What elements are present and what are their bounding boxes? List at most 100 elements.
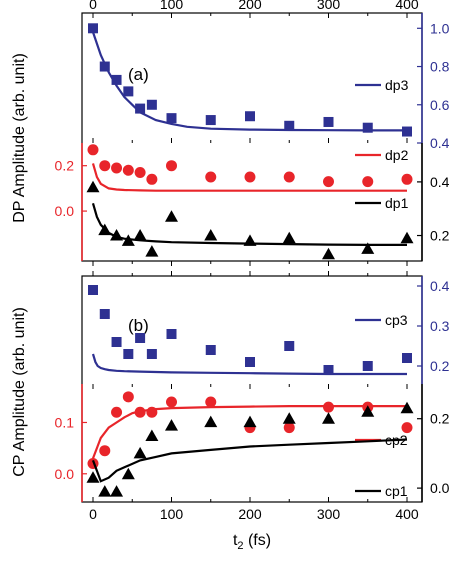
right-axis-tick-label: 0.3 [430, 318, 450, 334]
panel-label: (a) [128, 65, 149, 84]
cp2-point [111, 406, 123, 418]
cp2-point [401, 422, 413, 434]
cp1-point [133, 446, 147, 459]
dp2-point [146, 173, 158, 185]
panel-a-frame [81, 12, 423, 262]
cp3-point [362, 361, 373, 371]
right-axis-tick-label: 0.4 [430, 278, 450, 294]
panel-label: (b) [128, 316, 149, 335]
dp1-point [145, 245, 159, 257]
x-tick-label: 400 [395, 506, 419, 522]
right-axis-tick-label: 0.4 [430, 135, 450, 151]
cp2-point [99, 445, 111, 457]
cp1-point [145, 429, 159, 442]
cp2-point [146, 406, 158, 418]
cp1-point [98, 485, 112, 497]
x-axis-label-subscript: 2 [237, 540, 243, 552]
cp1-point [86, 471, 100, 483]
cp3-point [88, 285, 98, 295]
right-axis-tick-label: 0.2 [430, 411, 450, 427]
cp2-point [205, 396, 217, 408]
x-tick-label: 200 [238, 0, 262, 12]
dp1-point [133, 229, 147, 241]
cp3-point [166, 329, 177, 339]
cp3-point [146, 349, 157, 359]
cp1-point [400, 401, 414, 414]
dp3-point [245, 111, 255, 122]
dp1-point [165, 210, 178, 222]
y-axis-label: CP Amplitude (arb. unit) [11, 307, 28, 477]
right-axis-tick-label: 1.0 [430, 20, 450, 36]
x-tick-label: 300 [317, 0, 341, 12]
dp2-point [122, 164, 134, 176]
dp2-point [244, 171, 256, 183]
right-axis-tick-label: 0.4 [430, 174, 450, 190]
cp3-fit-line [91, 353, 407, 376]
x-tick-label: 300 [317, 506, 341, 522]
dp3-legend-label: dp3 [385, 77, 409, 93]
x-tick-label: 0 [89, 0, 97, 12]
cp1-point [243, 415, 257, 428]
cp1-point [121, 467, 135, 480]
x-axis-label-main: t [233, 532, 238, 549]
dp1-point [86, 180, 100, 193]
cp1-fit-line [91, 438, 408, 483]
y-axis-label: DP Amplitude (arb. unit) [11, 53, 28, 223]
dp3-point [166, 113, 177, 124]
left-axis-tick-label: 0.0 [55, 203, 75, 219]
dp1-point [243, 234, 257, 246]
x-tick-label: 0 [89, 506, 97, 522]
cp2-point [166, 396, 177, 408]
cp2-point [134, 406, 146, 418]
cp2-point [122, 391, 134, 403]
x-tick-label: 100 [160, 506, 184, 522]
cp3-point [123, 349, 134, 359]
left-axis-tick-label: 0.2 [55, 158, 75, 174]
cp1-point [204, 415, 218, 428]
x-axis-label-unit: (fs) [244, 532, 272, 549]
cp1-point [165, 419, 178, 431]
dp3-point [123, 86, 134, 97]
dp1-point [400, 231, 414, 244]
dp3-point [362, 122, 373, 133]
x-tick-label: 400 [395, 0, 419, 12]
dp2-point [166, 160, 177, 172]
cp3-point [111, 337, 122, 347]
dp2-fit-line [91, 163, 407, 192]
dp1-point [110, 229, 124, 241]
cp1-point [110, 485, 124, 497]
dp2-point [87, 144, 99, 156]
dp2-point [111, 162, 123, 174]
left-axis-tick-label: 0.1 [55, 414, 75, 430]
dp3-point [88, 23, 98, 34]
dp3-point [146, 99, 157, 110]
dp2-point [362, 176, 374, 188]
cp3-point [402, 353, 412, 363]
right-axis-tick-label: 0.2 [430, 228, 450, 244]
dp2-legend-label: dp2 [385, 147, 409, 163]
panel-b-frame [81, 275, 423, 503]
cp3-point [99, 309, 110, 319]
dp1-point [204, 229, 218, 241]
right-axis-tick-label: 0.8 [430, 59, 450, 75]
dp1-point [282, 231, 296, 244]
right-axis-tick-label: 0.0 [430, 480, 450, 496]
cp3-point [135, 333, 146, 343]
dp1-point [98, 223, 112, 236]
dp2-point [134, 167, 146, 178]
cp1-point [282, 412, 296, 424]
cp3-legend-label: cp3 [385, 312, 408, 328]
dp2-point [99, 160, 111, 172]
dp3-point [135, 103, 146, 114]
x-tick-label: 100 [160, 0, 184, 12]
cp1-legend-label: cp1 [385, 483, 408, 499]
right-axis-tick-label: 0.2 [430, 358, 450, 374]
dp2-point [323, 176, 334, 188]
dp3-point [284, 120, 295, 131]
cp1-point [322, 412, 335, 424]
dp1-point [121, 234, 135, 246]
cp1-point [361, 405, 375, 417]
right-axis-tick-label: 0.6 [430, 97, 450, 113]
dp3-point [111, 74, 122, 85]
